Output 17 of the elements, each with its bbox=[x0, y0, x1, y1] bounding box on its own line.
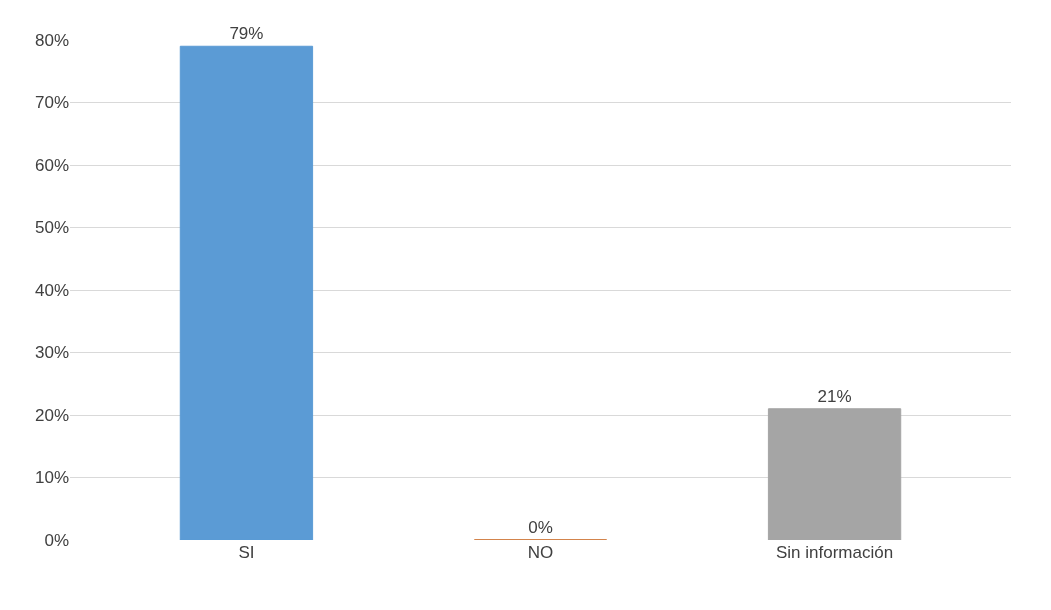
data-label: 79% bbox=[229, 24, 264, 44]
y-tick-label: 60% bbox=[34, 155, 69, 175]
y-tick-label: 20% bbox=[34, 405, 69, 425]
x-tick-label: NO bbox=[527, 543, 554, 562]
y-tick-label: 80% bbox=[34, 30, 69, 50]
x-tick-label: SI bbox=[238, 543, 255, 562]
y-tick-label: 70% bbox=[34, 93, 69, 113]
bar bbox=[179, 45, 314, 540]
y-tick-label: 30% bbox=[34, 343, 69, 363]
data-label: 0% bbox=[528, 518, 553, 537]
y-tick-label: 50% bbox=[34, 218, 69, 238]
y-tick-label: 0% bbox=[44, 530, 69, 550]
y-tick-label: 10% bbox=[34, 468, 69, 488]
bar bbox=[767, 408, 902, 540]
x-tick-label: Sin información bbox=[775, 543, 894, 562]
y-tick-label: 40% bbox=[34, 280, 69, 300]
data-label: 21% bbox=[817, 386, 852, 406]
